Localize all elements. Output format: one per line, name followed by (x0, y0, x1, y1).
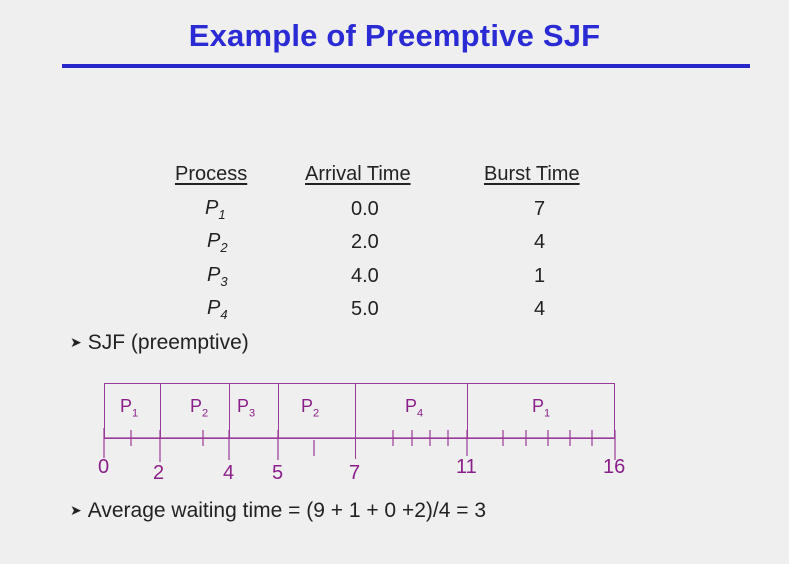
gantt-divider (467, 383, 468, 439)
row-arrival: 5.0 (351, 298, 379, 320)
row-burst: 1 (534, 265, 546, 287)
axis-tick-label: 11 (456, 456, 477, 478)
gantt-divider (355, 383, 356, 459)
row-burst: 4 (534, 231, 546, 253)
gantt-segment-label: P1 (532, 396, 551, 420)
gantt-segment-label: P4 (405, 396, 424, 420)
gantt-divider (278, 383, 279, 439)
gantt-segment-label: P3 (237, 396, 256, 420)
row-process: P4 (207, 297, 228, 322)
gantt-segment-label: P2 (301, 396, 320, 420)
row-process: P1 (205, 197, 226, 222)
row-burst: 4 (534, 298, 546, 320)
row-process: P2 (207, 230, 228, 255)
row-burst: 7 (534, 198, 546, 220)
header-process: Process (175, 163, 248, 185)
row-arrival: 2.0 (351, 231, 379, 253)
axis-tick-label: 5 (272, 462, 284, 484)
gantt-divider (229, 383, 230, 439)
axis-tick-label: 0 (98, 456, 110, 478)
row-arrival: 4.0 (351, 265, 379, 287)
row-arrival: 0.0 (351, 198, 379, 220)
axis-tick-label: 4 (223, 462, 235, 484)
bullet-sjf: ➤ SJF (preemptive) (70, 331, 249, 354)
title-divider (62, 64, 750, 68)
gantt-segment-label: P2 (190, 396, 209, 420)
header-arrival-time: Arrival Time (305, 163, 411, 185)
row-process: P3 (207, 264, 228, 289)
bullet-arrow-icon: ➤ (70, 334, 82, 350)
axis-tick-label: 7 (349, 462, 361, 484)
axis-tick-label: 16 (603, 456, 626, 478)
axis-tick-label: 2 (153, 462, 165, 484)
gantt-segment-label: P1 (120, 396, 139, 420)
slide-title: Example of Preemptive SJF (188, 18, 601, 53)
bullet-average-waiting-time: ➤ Average waiting time = (9 + 1 + 0 +2)/4… (70, 499, 487, 522)
header-burst-time: Burst Time (484, 163, 580, 185)
gantt-divider (160, 383, 161, 439)
bullet-arrow-icon: ➤ (70, 502, 82, 518)
